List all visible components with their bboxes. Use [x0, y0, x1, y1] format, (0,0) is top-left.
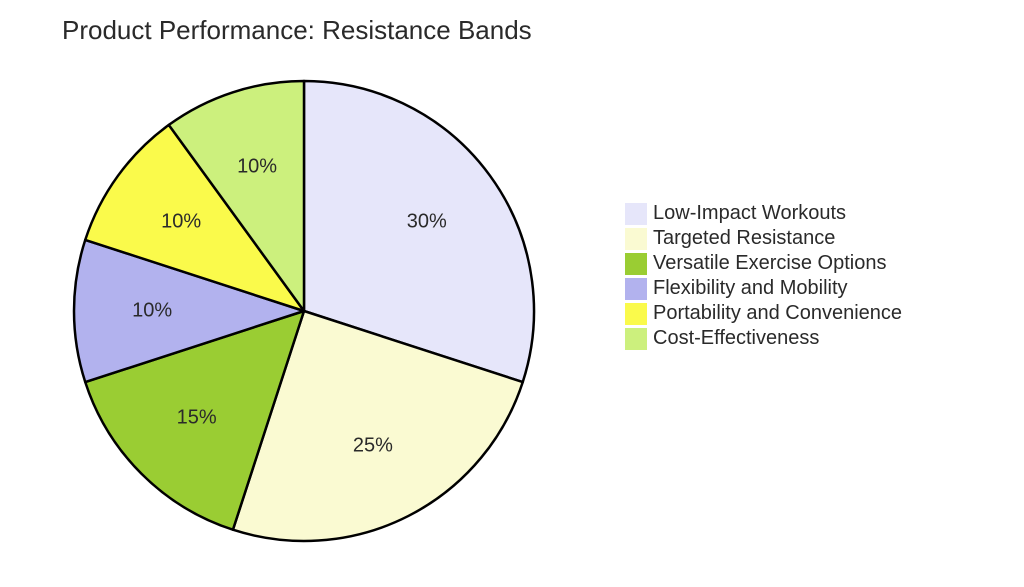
legend: Low-Impact WorkoutsTargeted ResistanceVe…	[625, 202, 902, 352]
legend-label: Flexibility and Mobility	[653, 277, 848, 300]
legend-swatch	[625, 203, 647, 225]
legend-item: Targeted Resistance	[625, 227, 902, 250]
legend-swatch	[625, 228, 647, 250]
legend-swatch	[625, 253, 647, 275]
legend-label: Targeted Resistance	[653, 227, 835, 250]
legend-swatch	[625, 328, 647, 350]
legend-item: Flexibility and Mobility	[625, 277, 902, 300]
legend-label: Versatile Exercise Options	[653, 252, 886, 275]
legend-label: Portability and Convenience	[653, 302, 902, 325]
slice-percent-label: 30%	[407, 210, 447, 233]
slice-percent-label: 25%	[353, 435, 393, 458]
legend-item: Low-Impact Workouts	[625, 202, 902, 225]
legend-swatch	[625, 278, 647, 300]
slice-percent-label: 10%	[237, 155, 277, 178]
slice-percent-label: 10%	[132, 300, 172, 323]
legend-swatch	[625, 303, 647, 325]
chart-title: Product Performance: Resistance Bands	[62, 15, 532, 46]
legend-item: Portability and Convenience	[625, 302, 902, 325]
legend-label: Cost-Effectiveness	[653, 327, 819, 350]
slice-percent-label: 10%	[161, 210, 201, 233]
legend-item: Cost-Effectiveness	[625, 327, 902, 350]
legend-item: Versatile Exercise Options	[625, 252, 902, 275]
legend-label: Low-Impact Workouts	[653, 202, 846, 225]
slice-percent-label: 15%	[177, 407, 217, 430]
